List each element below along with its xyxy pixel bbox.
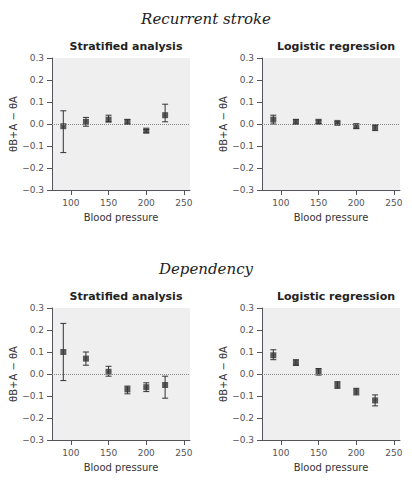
- svg-text:150: 150: [310, 198, 327, 208]
- svg-text:−0.3: −0.3: [232, 435, 254, 445]
- svg-text:150: 150: [100, 448, 117, 458]
- svg-text:100: 100: [62, 198, 79, 208]
- svg-text:Blood pressure: Blood pressure: [84, 462, 159, 473]
- svg-text:200: 200: [138, 448, 155, 458]
- svg-text:−0.1: −0.1: [232, 141, 254, 151]
- svg-text:200: 200: [138, 198, 155, 208]
- svg-text:0.1: 0.1: [240, 97, 254, 107]
- svg-text:100: 100: [272, 198, 289, 208]
- svg-text:250: 250: [175, 448, 192, 458]
- svg-text:0.2: 0.2: [30, 75, 44, 85]
- svg-text:θB+A − θA: θB+A − θA: [8, 96, 19, 152]
- svg-text:−0.3: −0.3: [232, 185, 254, 195]
- svg-text:100: 100: [272, 448, 289, 458]
- svg-text:θB+A − θA: θB+A − θA: [218, 96, 229, 152]
- svg-text:100: 100: [62, 448, 79, 458]
- svg-text:250: 250: [385, 198, 402, 208]
- svg-text:250: 250: [175, 198, 192, 208]
- svg-text:Blood pressure: Blood pressure: [294, 462, 369, 473]
- svg-text:θB+A − θA: θB+A − θA: [8, 346, 19, 402]
- svg-text:0.2: 0.2: [240, 325, 254, 335]
- svg-text:Logistic regression: Logistic regression: [277, 40, 395, 53]
- svg-text:0.0: 0.0: [240, 119, 255, 129]
- svg-text:0.0: 0.0: [30, 369, 45, 379]
- svg-text:200: 200: [348, 198, 365, 208]
- svg-text:−0.1: −0.1: [232, 391, 254, 401]
- svg-text:0.3: 0.3: [30, 303, 44, 313]
- svg-text:0.3: 0.3: [30, 53, 44, 63]
- svg-text:−0.2: −0.2: [232, 413, 254, 423]
- svg-text:Logistic regression: Logistic regression: [277, 290, 395, 303]
- svg-text:−0.3: −0.3: [22, 435, 44, 445]
- svg-text:−0.3: −0.3: [22, 185, 44, 195]
- svg-text:0.1: 0.1: [30, 97, 44, 107]
- svg-text:0.2: 0.2: [240, 75, 254, 85]
- svg-text:Dependency: Dependency: [158, 260, 254, 278]
- svg-text:Recurrent stroke: Recurrent stroke: [140, 10, 271, 28]
- svg-text:Blood pressure: Blood pressure: [84, 212, 159, 223]
- svg-text:Blood pressure: Blood pressure: [294, 212, 369, 223]
- svg-text:0.2: 0.2: [30, 325, 44, 335]
- svg-text:−0.1: −0.1: [22, 391, 44, 401]
- svg-text:150: 150: [100, 198, 117, 208]
- svg-text:0.1: 0.1: [30, 347, 44, 357]
- svg-text:Stratified analysis: Stratified analysis: [70, 290, 183, 303]
- svg-text:0.3: 0.3: [240, 53, 254, 63]
- svg-text:−0.2: −0.2: [22, 163, 44, 173]
- svg-text:θB+A − θA: θB+A − θA: [218, 346, 229, 402]
- svg-text:0.0: 0.0: [30, 119, 45, 129]
- svg-text:0.0: 0.0: [240, 369, 255, 379]
- svg-text:200: 200: [348, 448, 365, 458]
- svg-text:−0.1: −0.1: [22, 141, 44, 151]
- svg-text:250: 250: [385, 448, 402, 458]
- svg-text:−0.2: −0.2: [232, 163, 254, 173]
- svg-text:0.1: 0.1: [240, 347, 254, 357]
- svg-text:−0.2: −0.2: [22, 413, 44, 423]
- svg-text:150: 150: [310, 448, 327, 458]
- svg-text:Stratified analysis: Stratified analysis: [70, 40, 183, 53]
- svg-text:0.3: 0.3: [240, 303, 254, 313]
